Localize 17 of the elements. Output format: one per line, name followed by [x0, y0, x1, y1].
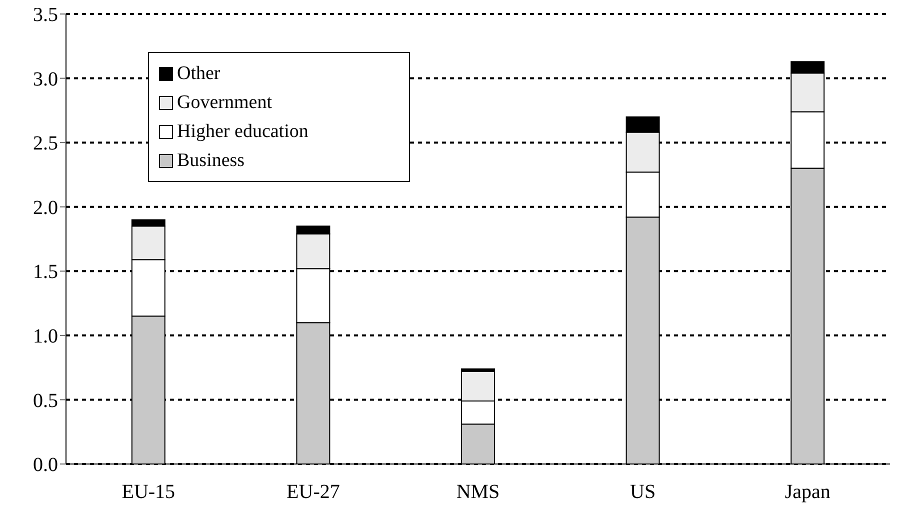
y-tick-label: 1.5 — [33, 261, 58, 284]
x-tick-label: Japan — [784, 481, 830, 504]
x-tick-label: US — [630, 481, 656, 504]
legend-label: Higher education — [177, 120, 308, 142]
legend-label: Government — [177, 92, 272, 114]
y-tick-label: 3.5 — [33, 4, 58, 26]
y-tick-label: 3.0 — [33, 68, 58, 90]
y-tick-label: 1.0 — [33, 326, 58, 348]
x-tick-label: NMS — [456, 481, 500, 504]
x-tick-label: EU-15 — [122, 481, 176, 504]
y-tick-label: 2.5 — [33, 132, 58, 155]
y-tick-label: 0.5 — [33, 390, 58, 412]
y-tick-label: 2.0 — [33, 196, 58, 219]
legend-label: Other — [177, 62, 220, 84]
y-tick-label: 0.0 — [33, 454, 58, 476]
legend-label: Business — [177, 150, 245, 172]
x-tick-label: EU-27 — [286, 481, 340, 504]
